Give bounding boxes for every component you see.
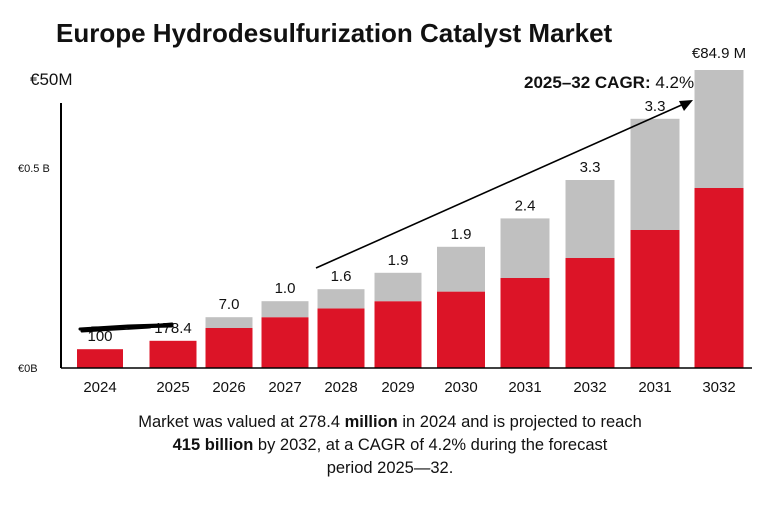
bar-value-label: 3.3: [645, 98, 666, 115]
bar-value-label: 3.3: [580, 159, 601, 176]
bar-increment-2027-3: [261, 301, 309, 318]
x-tick-label: 2028: [324, 379, 357, 396]
bar-base-3032-10: [694, 188, 744, 368]
caption-l1a: Market was valued at 278.4: [138, 413, 345, 431]
bar-base-2031-7: [500, 278, 550, 368]
bar-value-label: 1.6: [331, 268, 352, 285]
bar-base-2027-3: [261, 317, 309, 368]
cagr-annotation: 2025–32 CAGR: 4.2%: [524, 73, 694, 93]
caption-l3: period 2025—32.: [326, 459, 454, 477]
bar-value-label: 1.0: [275, 280, 296, 297]
bar-value-label: 100: [87, 328, 112, 345]
bar-increment-2029-5: [374, 272, 422, 302]
bar-increment-2031-9: [630, 118, 680, 230]
bar-increment-3032-10: [694, 70, 744, 188]
caption-l1c: in 2024 and is projected to reach: [397, 413, 642, 431]
x-tick-label: 3032: [702, 379, 735, 396]
bar-base-2031-9: [630, 230, 680, 368]
x-tick-label: 2024: [83, 379, 116, 396]
bar-value-label: 7.0: [219, 296, 240, 313]
bar-increment-2031-7: [500, 218, 550, 278]
bar-base-2032-8: [565, 258, 615, 368]
caption-l2a: 415 billion: [172, 436, 254, 454]
x-tick-label: 2032: [573, 379, 606, 396]
cagr-trend-arrow: [315, 102, 687, 269]
bar-base-2030-6: [437, 291, 485, 368]
bar-increment-2028-4: [317, 289, 365, 309]
y-tick-label: €0B: [18, 363, 38, 375]
bar-increment-2030-6: [437, 246, 485, 292]
chart-title: Europe Hydrodesulfurization Catalyst Mar…: [56, 18, 613, 48]
x-tick-label: 2031: [508, 379, 541, 396]
x-tick-label: 2029: [381, 379, 414, 396]
bar-base-2024-0: [77, 349, 123, 368]
x-tick-label: 2030: [444, 379, 477, 396]
cagr-value: 4.2%: [655, 73, 695, 92]
cagr-label: 2025–32 CAGR:: [524, 73, 651, 92]
bar-value-label: 1.9: [388, 252, 409, 269]
bar-increment-2032-8: [565, 180, 615, 258]
y-axis-top-label: €50M: [30, 70, 73, 89]
bar-base-2028-4: [317, 308, 365, 368]
x-tick-label: 2031: [638, 379, 671, 396]
bar-base-2029-5: [374, 301, 422, 368]
caption-l2b: by 2032, at a CAGR of 4.2% during the fo…: [253, 436, 608, 454]
bar-base-2025-1: [149, 340, 197, 368]
bar-value-label: 178.4: [154, 320, 192, 337]
bar-value-label: €84.9 M: [692, 45, 746, 62]
x-tick-label: 2026: [212, 379, 245, 396]
y-tick-label: €0.5 B: [18, 163, 50, 175]
x-tick-label: 2027: [268, 379, 301, 396]
caption-l1b: million: [344, 413, 398, 431]
chart-caption: Market was valued at 278.4 million in 20…: [90, 411, 690, 480]
scribble-mark: [78, 322, 174, 333]
bar-increment-2026-2: [205, 317, 253, 328]
x-tick-label: 2025: [156, 379, 189, 396]
bar-value-label: 2.4: [515, 197, 536, 214]
bar-value-label: 1.9: [451, 226, 472, 243]
arrow-head: [679, 100, 693, 111]
bar-base-2026-2: [205, 328, 253, 368]
